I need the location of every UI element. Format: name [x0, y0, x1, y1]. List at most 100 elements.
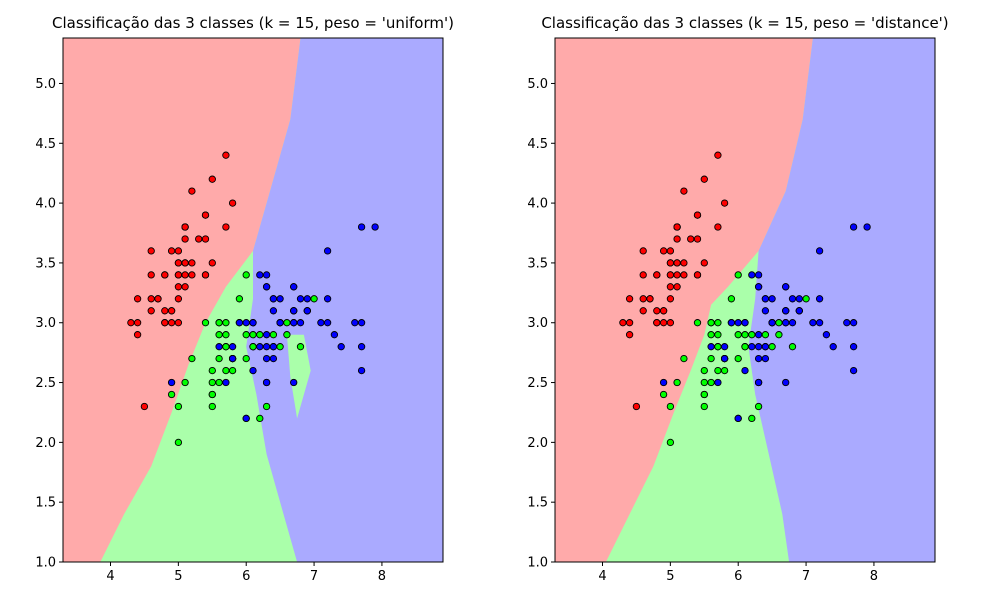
data-point-class-0	[659, 247, 668, 255]
data-point-class-0	[161, 307, 169, 315]
data-point-class-0	[201, 235, 210, 243]
data-point-class-0	[639, 247, 647, 255]
data-point-class-0	[133, 331, 142, 339]
data-point-class-1	[700, 402, 708, 411]
data-point-class-2	[815, 295, 824, 303]
data-point-class-0	[666, 295, 675, 303]
data-points	[619, 151, 871, 447]
data-point-class-0	[147, 247, 155, 255]
data-point-class-0	[174, 295, 183, 303]
data-point-class-1	[775, 331, 783, 339]
y-tick-label: 3.0	[35, 316, 56, 331]
data-point-class-2	[843, 319, 851, 327]
x-tick-label: 4	[598, 569, 606, 584]
data-point-class-2	[276, 295, 284, 303]
data-point-class-2	[815, 247, 824, 255]
data-point-class-0	[646, 295, 654, 303]
data-point-class-1	[222, 366, 230, 375]
data-point-class-1	[208, 366, 216, 375]
y-tick-label: 2.0	[527, 436, 548, 451]
data-point-class-0	[619, 319, 627, 327]
data-point-class-2	[303, 295, 311, 303]
data-point-class-2	[788, 319, 797, 327]
axes-frame	[62, 37, 444, 563]
data-point-class-0	[174, 247, 183, 255]
data-point-class-2	[822, 331, 831, 339]
data-point-class-2	[754, 354, 763, 363]
y-tick-label: 3.5	[35, 256, 56, 271]
data-point-class-0	[195, 235, 203, 243]
data-point-class-0	[666, 283, 675, 291]
data-point-class-1	[748, 414, 756, 423]
region-class-1-pocket	[286, 334, 311, 419]
data-point-class-2	[815, 319, 824, 327]
data-point-class-2	[720, 343, 729, 351]
data-point-class-1	[754, 402, 763, 411]
data-point-class-0	[693, 235, 702, 243]
data-point-class-0	[222, 223, 230, 231]
region-class-2	[246, 38, 443, 562]
data-point-class-1	[208, 390, 216, 399]
data-point-class-0	[167, 319, 176, 327]
chart-panel-1: 4 5 6 7 8 1.0 1.5 2.0 2.5 3.0 3.5 4.0 4.5 5.0 Classifi…	[35, 14, 454, 584]
chart-title: Classificação das 3 classes (k = 15, pes…	[541, 14, 948, 32]
data-point-class-2	[269, 354, 278, 363]
y-tick-label: 2.5	[527, 376, 548, 391]
y-tick-label: 1.0	[527, 556, 548, 571]
chart-panel-2: 4 5 6 7 8 1.0 1.5 2.0 2.5 3.0 3.5 4.0 4.5 5.0 Classifi…	[527, 14, 948, 584]
data-point-class-2	[741, 319, 749, 327]
data-point-class-2	[330, 331, 339, 339]
data-point-class-1	[262, 402, 271, 411]
data-point-class-1	[201, 319, 210, 327]
y-tick-label: 3.5	[527, 256, 548, 271]
y-tick-label: 1.5	[35, 496, 56, 511]
data-point-class-1	[249, 331, 257, 339]
data-point-class-2	[754, 378, 763, 387]
data-point-class-1	[748, 331, 756, 339]
data-point-class-2	[849, 343, 858, 351]
data-point-class-1	[680, 354, 688, 363]
data-point-class-1	[714, 319, 722, 327]
region-class-2	[748, 38, 935, 562]
data-point-class-1	[693, 319, 702, 327]
data-point-class-0	[693, 271, 702, 279]
data-point-class-1	[222, 343, 230, 351]
data-point-class-2	[317, 319, 325, 327]
data-point-class-0	[666, 319, 675, 327]
data-point-class-0	[625, 295, 634, 303]
data-point-class-2	[262, 331, 271, 339]
data-point-class-2	[795, 307, 803, 315]
data-point-class-1	[714, 366, 722, 375]
data-point-class-2	[228, 354, 237, 363]
data-point-class-2	[323, 247, 332, 255]
data-point-class-0	[700, 259, 708, 267]
data-point-class-0	[673, 223, 681, 231]
data-point-class-1	[249, 343, 257, 351]
data-point-class-0	[181, 235, 189, 243]
data-point-class-0	[228, 199, 237, 207]
data-point-class-1	[700, 366, 708, 375]
data-point-class-2	[228, 343, 237, 351]
data-point-class-1	[222, 319, 230, 327]
data-point-class-1	[734, 271, 742, 279]
x-tick-label: 5	[666, 569, 674, 584]
data-point-class-2	[371, 223, 379, 231]
data-point-class-2	[754, 331, 763, 339]
data-point-class-1	[215, 354, 223, 363]
data-point-class-2	[782, 378, 790, 387]
y-tick-label: 5.0	[527, 77, 548, 92]
data-point-class-1	[256, 414, 264, 423]
data-point-class-0	[625, 319, 634, 327]
data-point-class-2	[761, 307, 770, 315]
y-tick-label: 1.5	[527, 496, 548, 511]
data-point-class-2	[768, 319, 776, 327]
data-point-class-2	[357, 366, 366, 375]
data-point-class-0	[639, 271, 647, 279]
data-point-class-0	[639, 307, 647, 315]
data-point-class-0	[161, 271, 169, 279]
data-point-class-2	[357, 223, 366, 231]
data-point-class-2	[262, 343, 271, 351]
data-point-class-2	[357, 343, 366, 351]
data-point-class-2	[269, 307, 278, 315]
